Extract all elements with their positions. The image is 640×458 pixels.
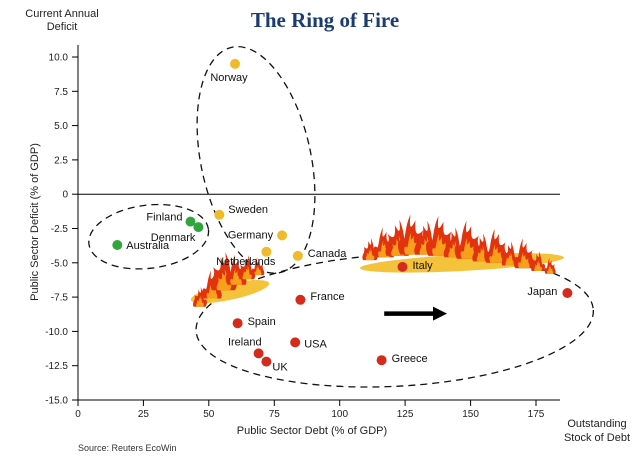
x-tick-label: 25 [138,409,150,420]
x-tick-label: 175 [528,409,545,420]
group-ellipse-nordic [88,203,210,270]
y-tick-label: -7.5 [51,293,69,304]
group-ellipse-norway [196,45,316,274]
data-point-japan [562,288,573,298]
x-axis-corner-label-line1: Outstanding [567,418,626,430]
flame-icon [238,255,256,280]
point-label-spain: Spain [248,316,276,328]
data-points [112,58,573,367]
y-tick-label: -15.0 [45,396,68,407]
x-axis-title: Public Sector Debt (% of GDP) [237,425,387,437]
trend-arrow-head [433,306,447,321]
data-point-greece [376,355,387,366]
flame-icon [531,251,546,271]
trend-arrow-group [384,306,447,321]
y-tick-label: 0 [62,190,68,201]
y-axis-title: Public Sector Deficit (% of GDP) [29,143,41,301]
point-label-germany: Germany [228,229,274,241]
flame-icon [454,220,482,259]
data-point-denmark [193,222,204,233]
y-tick-label: 10.0 [49,53,69,64]
x-tick-label: 50 [203,409,215,420]
x-axis-corner-label-line2: Stock of Debt [564,432,630,444]
data-point-spain [232,318,243,329]
data-point-australia [112,240,123,250]
point-label-ireland: Ireland [228,336,262,348]
data-point-finland [185,216,196,227]
data-point-usa [290,337,301,348]
data-point-france [295,294,306,305]
y-axis-corner-label-line1: Current Annual [25,8,98,20]
data-point-norway [230,58,240,69]
point-label-italy: Italy [413,260,434,272]
fire-decoration [190,214,564,307]
flame-icon [484,228,508,263]
point-label-usa: USA [304,338,327,350]
point-label-greece: Greece [392,353,428,365]
y-tick-label: -12.5 [45,361,68,372]
flame-icon [513,238,535,269]
point-label-japan: Japan [527,286,557,298]
flame-icon [544,257,556,274]
data-point-germany [277,230,288,241]
y-tick-label: 2.5 [54,155,68,166]
point-label-sweden: Sweden [228,204,268,216]
y-tick-label: 5.0 [54,121,68,132]
point-label-uk: UK [272,362,288,374]
data-point-sweden [214,209,225,220]
flame-icon [362,237,378,261]
point-label-netherlands: Netherlands [216,256,276,268]
flame-icon [193,286,207,307]
y-tick-label: 7.5 [54,87,68,98]
y-tick-label: -2.5 [51,224,69,235]
data-point-italy [397,261,408,272]
point-label-denmark: Denmark [151,232,196,244]
x-tick-label: 125 [397,409,414,420]
point-label-australia: Australia [126,240,170,252]
point-label-norway: Norway [210,72,248,84]
point-label-finland: Finland [146,212,182,224]
point-label-canada: Canada [308,248,347,260]
x-tick-label: 0 [75,409,81,420]
x-tick-label: 150 [462,409,479,420]
axes: 10.0 7.5 5.0 2.5 0 -2.5 -5.0 -7.5 -10.0 -12.5 -15.… [45,45,560,420]
data-point-ireland [253,348,264,359]
data-point-uk [261,356,272,367]
flame-icon [251,257,265,276]
y-tick-label: -5.0 [51,258,69,269]
x-tick-label: 75 [269,409,281,420]
x-tick-label: 100 [331,409,348,420]
data-point-netherlands [261,246,272,257]
y-tick-label: -10.0 [45,327,68,338]
data-point-canada [292,250,303,261]
y-axis-corner-label-line2: Deficit [47,21,78,33]
source-note: Source: Reuters EcoWin [78,443,177,453]
chart-title: The Ring of Fire [251,8,399,32]
point-label-france: France [310,291,344,303]
